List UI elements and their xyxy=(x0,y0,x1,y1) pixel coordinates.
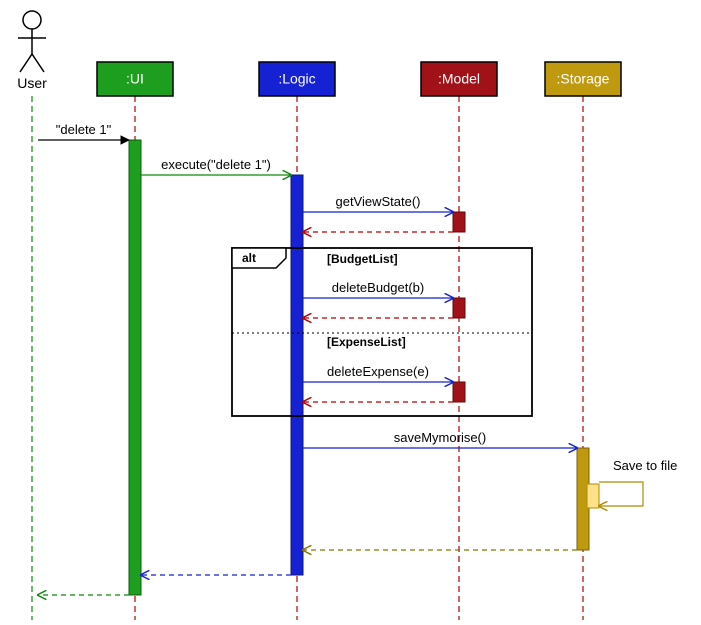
message-8-label: saveMymorise() xyxy=(394,430,486,445)
message-0-label: "delete 1" xyxy=(56,122,112,137)
alt-guard-1: [ExpenseList] xyxy=(327,335,406,349)
activation-model xyxy=(453,382,465,402)
activation-logic xyxy=(291,175,303,575)
message-4-label: deleteBudget(b) xyxy=(332,280,425,295)
message-1-label: execute("delete 1") xyxy=(161,157,271,172)
sequence-diagram: User :UI :Logic :Model :Storage alt [BudgetLis… xyxy=(0,0,701,625)
alt-guard-0: [BudgetList] xyxy=(327,252,398,266)
message-6-label: deleteExpense(e) xyxy=(327,364,429,379)
storage-inner-activation xyxy=(587,484,599,508)
actor-label: User xyxy=(17,75,47,91)
participant-logic-label: :Logic xyxy=(278,71,315,87)
activation-model xyxy=(453,298,465,318)
alt-label-tab xyxy=(232,248,286,268)
alt-label: alt xyxy=(242,251,256,265)
self-message-save xyxy=(599,482,643,506)
activation-model xyxy=(453,212,465,232)
message-2-label: getViewState() xyxy=(335,194,420,209)
participant-ui-label: :UI xyxy=(126,71,144,87)
participant-model-label: :Model xyxy=(438,71,480,87)
self-note-label: Save to file xyxy=(613,458,677,473)
participant-storage-label: :Storage xyxy=(557,71,610,87)
alt-fragment xyxy=(232,248,532,416)
activation-ui xyxy=(129,140,141,595)
